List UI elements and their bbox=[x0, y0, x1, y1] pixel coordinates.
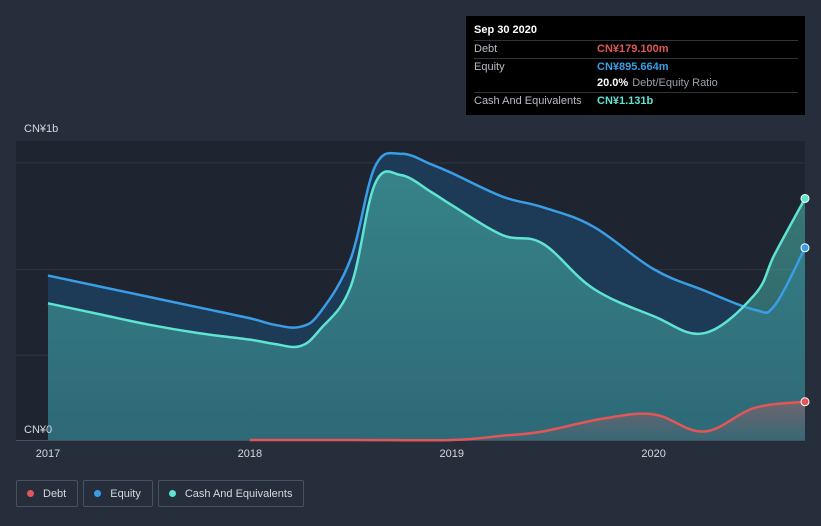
tooltip-value: CN¥179.100m bbox=[597, 43, 669, 56]
debt-dot-icon bbox=[27, 490, 34, 497]
tooltip-date: Sep 30 2020 bbox=[474, 24, 537, 36]
tooltip-ratio-value: 20.0% bbox=[597, 77, 629, 90]
x-tick-label: 2020 bbox=[641, 448, 665, 460]
tooltip-panel: Sep 30 2020 Debt CN¥179.100m Equity CN¥8… bbox=[466, 16, 805, 115]
cash-and-equivalents-end-marker bbox=[800, 193, 810, 203]
cash-and-equivalents-area bbox=[48, 171, 805, 440]
tooltip-ratio-label: Debt/Equity Ratio bbox=[632, 77, 718, 90]
equity-end-marker bbox=[800, 243, 810, 253]
tooltip-label: Cash And Equivalents bbox=[474, 94, 582, 107]
legend-item-debt[interactable]: Debt bbox=[16, 480, 79, 507]
x-tick-label: 2019 bbox=[439, 448, 463, 460]
equity-dot-icon bbox=[94, 490, 102, 497]
legend-label: Equity bbox=[110, 487, 141, 500]
y-tick-label: CN¥0 bbox=[24, 424, 52, 436]
tooltip-label: Debt bbox=[474, 43, 498, 56]
chart-legend: Debt Equity Cash And Equivalents bbox=[16, 480, 305, 507]
tooltip-value: CN¥895.664m bbox=[597, 60, 669, 73]
legend-item-equity[interactable]: Equity bbox=[83, 480, 153, 507]
cash-dot-icon bbox=[168, 490, 176, 497]
debt-area bbox=[249, 401, 805, 441]
tooltip-row-equity: Equity CN¥895.664m bbox=[474, 57, 798, 76]
cash-and-equivalents-line bbox=[47, 170, 807, 349]
tooltip-value: CN¥1.131b bbox=[597, 94, 654, 107]
tooltip-row-debt: Debt CN¥179.100m bbox=[474, 40, 798, 58]
tooltip-row-cash: Cash And Equivalents CN¥1.131b bbox=[474, 91, 798, 110]
legend-label: Debt bbox=[43, 487, 67, 500]
x-tick-label: 2017 bbox=[36, 448, 60, 460]
legend-label: Cash And Equivalents bbox=[184, 487, 293, 500]
debt-line bbox=[249, 400, 806, 442]
x-tick-label: 2018 bbox=[238, 448, 262, 460]
tooltip-row-ratio: 20.0% Debt/Equity Ratio bbox=[474, 75, 798, 92]
y-tick-label: CN¥1b bbox=[24, 123, 58, 135]
tooltip-label: Equity bbox=[474, 60, 505, 73]
equity-line bbox=[47, 151, 807, 329]
debt-end-marker bbox=[800, 397, 810, 407]
legend-item-cash[interactable]: Cash And Equivalents bbox=[157, 480, 305, 507]
